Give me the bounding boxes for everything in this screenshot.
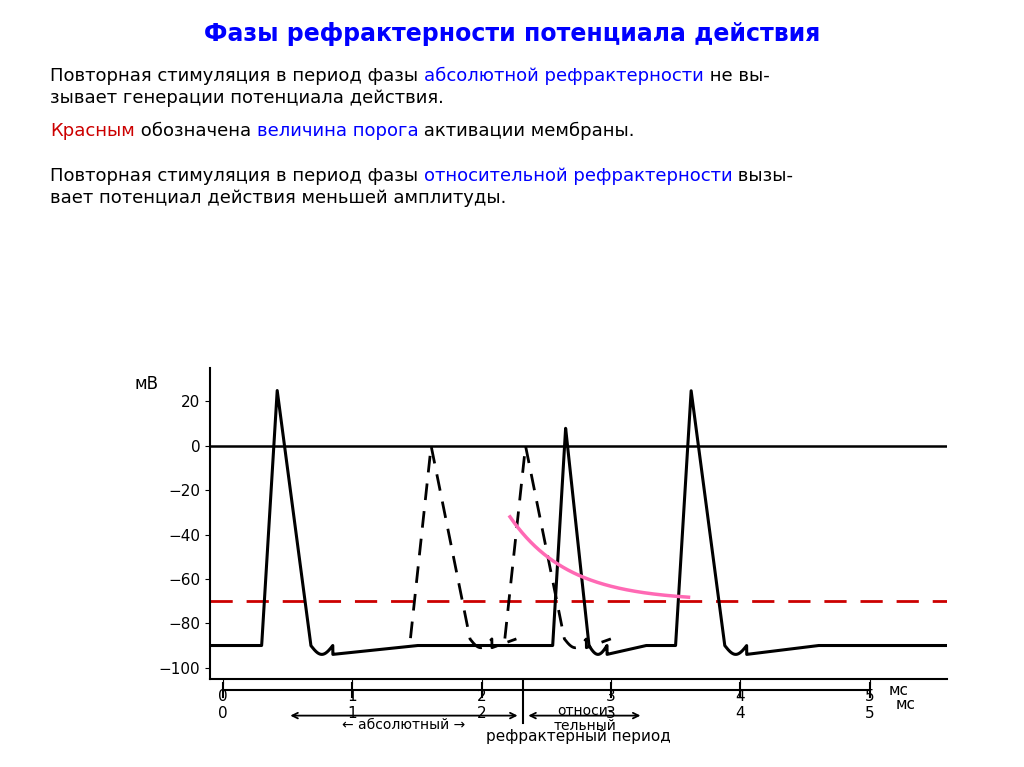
Text: обозначена: обозначена (135, 122, 257, 140)
Text: величина порога: величина порога (257, 122, 418, 140)
Text: рефрактерный период: рефрактерный период (486, 729, 671, 744)
Text: активации мембраны.: активации мембраны. (418, 122, 635, 140)
Text: 0: 0 (218, 706, 227, 722)
Text: мс: мс (889, 683, 909, 698)
Text: тельный: тельный (554, 719, 616, 733)
Text: 1: 1 (347, 706, 357, 722)
Text: вает потенциал действия меньшей амплитуды.: вает потенциал действия меньшей амплитуд… (50, 189, 507, 207)
Text: 2: 2 (477, 706, 486, 722)
Text: относительной рефрактерности: относительной рефрактерности (424, 167, 732, 185)
Text: мс: мс (895, 696, 915, 712)
Text: не вы-: не вы- (703, 67, 769, 85)
Text: вызы-: вызы- (732, 167, 794, 185)
Text: 5: 5 (865, 706, 874, 722)
Text: относи-: относи- (557, 704, 613, 718)
Text: ← абсолютный →: ← абсолютный → (342, 718, 466, 732)
Text: Красным: Красным (50, 122, 135, 140)
Text: Фазы рефрактерности потенциала действия: Фазы рефрактерности потенциала действия (204, 22, 820, 46)
Text: абсолютной рефрактерности: абсолютной рефрактерности (424, 67, 703, 85)
Text: мВ: мВ (134, 375, 158, 393)
Text: 3: 3 (606, 706, 615, 722)
Text: Повторная стимуляция в период фазы: Повторная стимуляция в период фазы (50, 167, 424, 185)
Text: 4: 4 (735, 706, 745, 722)
Text: Повторная стимуляция в период фазы: Повторная стимуляция в период фазы (50, 67, 424, 85)
Text: зывает генерации потенциала действия.: зывает генерации потенциала действия. (50, 89, 443, 107)
